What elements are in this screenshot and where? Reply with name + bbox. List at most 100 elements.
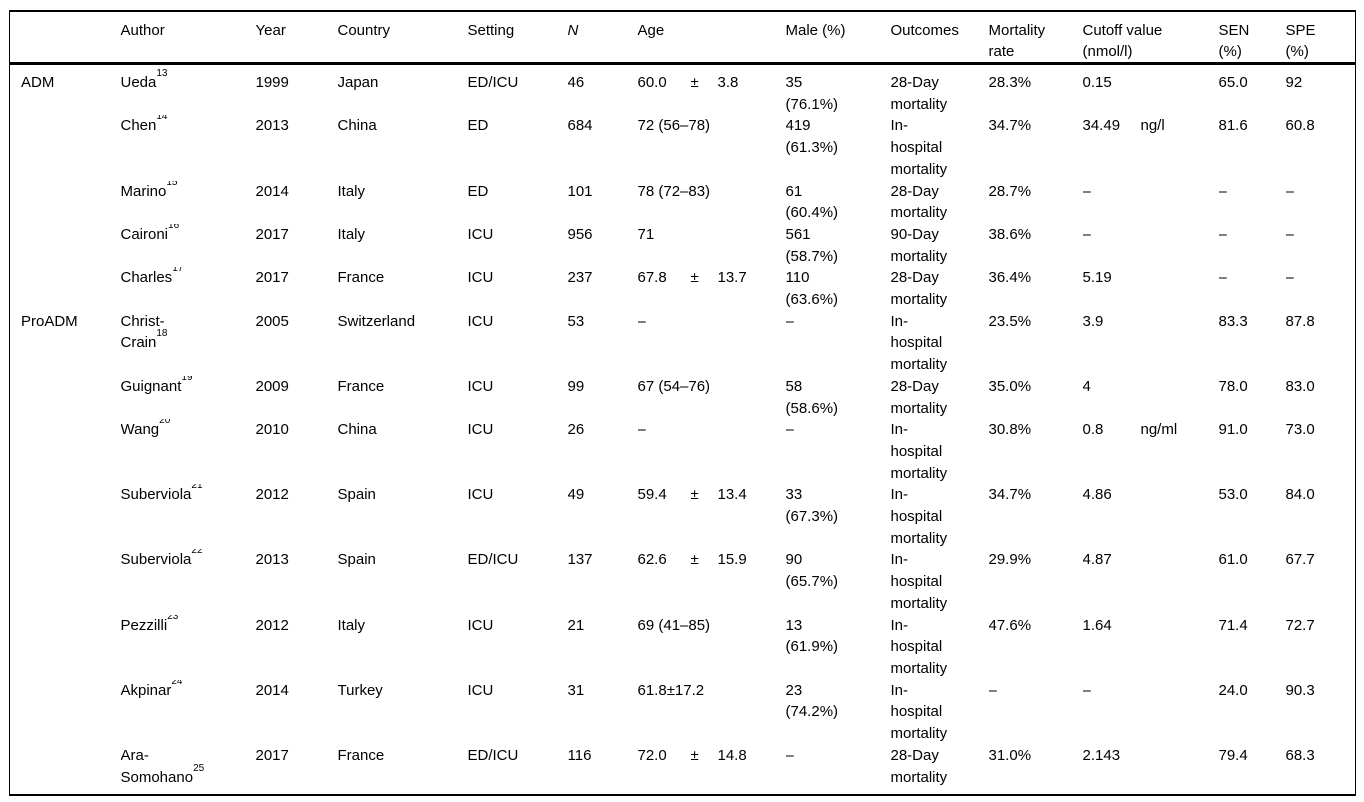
cell-year: 2012 — [255, 486, 289, 504]
cell-cutoff: 5.19 — [1082, 269, 1112, 287]
cell-cutoff: – — [1082, 681, 1091, 699]
cell-sen: 79.4 — [1218, 746, 1248, 764]
column-header-year: Year — [255, 11, 338, 65]
cell-sen: 81.6 — [1218, 117, 1248, 135]
cell-male: 61 (60.4%) — [785, 182, 839, 222]
cell-outcomes: In- hospital mortality — [890, 312, 948, 374]
cell-setting: ICU — [467, 681, 494, 699]
cell-male: 110 (63.6%) — [785, 269, 839, 309]
citation-ref: 14 — [156, 115, 168, 123]
cell-country: China — [337, 421, 377, 439]
cell-age: 67 (54–76) — [637, 377, 711, 395]
table-row: Marino15 2014 Italy ED 101 78 (72–83) 61 (60.4… — [10, 181, 1356, 224]
group-label: ADM — [21, 74, 55, 91]
cell-country: Italy — [337, 616, 366, 634]
cell-mortality: 28.3% — [988, 74, 1032, 91]
group-label — [10, 419, 121, 484]
cell-country: Switzerland — [337, 312, 416, 330]
cell-sen: 53.0 — [1218, 486, 1248, 504]
cell-outcomes: 28-Day mortality — [890, 269, 948, 309]
cell-cutoff: – — [1082, 225, 1091, 243]
age-part: ± — [690, 269, 699, 287]
cell-age: 72 (56–78) — [637, 117, 711, 135]
age-part: 59.4 — [637, 486, 667, 504]
cell-mortality: 35.0% — [988, 377, 1032, 395]
cell-n: 956 — [567, 225, 593, 243]
cell-age: 72.0 ±14.8 — [638, 745, 786, 795]
cell-spe: 72.7 — [1285, 616, 1315, 634]
cell-year: 2009 — [255, 377, 289, 395]
group-label: ProADM — [21, 312, 78, 330]
table-row: Charles17 2017 France ICU 237 67.8 ±13.7 110 (6… — [10, 267, 1356, 310]
cutoff-part: ng/l — [1140, 117, 1165, 135]
cell-spe: 90.3 — [1285, 681, 1315, 699]
cell-mortality: 36.4% — [988, 269, 1032, 287]
cell-n: 99 — [567, 377, 585, 395]
cell-country: Spain — [337, 551, 376, 569]
cell-setting: ICU — [467, 616, 494, 634]
cell-sen: 71.4 — [1218, 616, 1248, 634]
cell-country: Japan — [337, 74, 379, 91]
studies-table: Author Year Country Setting N Age Male (%) Outc… — [9, 10, 1356, 797]
group-label — [10, 484, 121, 549]
cell-author: Chen14 — [121, 115, 256, 180]
cell-age: 69 (41–85) — [637, 616, 711, 634]
cell-spe: 84.0 — [1285, 486, 1315, 504]
cell-setting: ICU — [467, 269, 494, 287]
table-row: Akpinar24 2014 Turkey ICU 31 61.8±17.2 23 (74.… — [10, 680, 1356, 745]
cell-outcomes: In- hospital mortality — [890, 421, 948, 482]
cell-author: Guignant19 — [121, 376, 256, 419]
cell-n: 49 — [567, 486, 585, 504]
cell-n: 26 — [567, 421, 585, 439]
age-part: ± — [690, 486, 699, 504]
cell-mortality: 23.5% — [988, 312, 1032, 330]
cell-n: 116 — [567, 746, 592, 764]
age-part: ± — [690, 551, 699, 569]
column-header-spe: SPE (%) — [1285, 11, 1356, 65]
cell-outcomes: In- hospital mortality — [890, 117, 948, 178]
cell-mortality: 29.9% — [988, 551, 1032, 569]
cell-sen: – — [1218, 182, 1227, 200]
cell-outcomes: In- hospital mortality — [890, 616, 948, 677]
cell-country: China — [337, 117, 377, 135]
cell-mortality: 31.0% — [988, 746, 1032, 764]
author-name: Suberviola — [120, 486, 192, 504]
cell-cutoff: – — [1082, 182, 1091, 200]
cell-spe: – — [1285, 269, 1294, 287]
author-name: Pezzilli — [120, 616, 168, 634]
cell-age: 78 (72–83) — [637, 182, 711, 200]
cell-author: Pezzilli23 — [121, 615, 256, 680]
cell-country: Italy — [337, 182, 366, 200]
cell-cutoff: 2.143 — [1082, 746, 1121, 764]
cell-male: – — [785, 746, 794, 764]
table-row: Guignant19 2009 France ICU 99 67 (54–76) 58 (5… — [10, 376, 1356, 419]
cutoff-part: 34.49 — [1082, 117, 1121, 135]
author-name: Christ- Crain — [120, 312, 165, 352]
author-name: Charles — [120, 269, 173, 287]
group-label — [10, 224, 121, 267]
table-row: Wang20 2010 China ICU 26– – In- hospital morta… — [10, 419, 1356, 484]
cell-cutoff: 0.15 — [1082, 74, 1112, 91]
header-row: Author Year Country Setting N Age Male (%) Outc… — [9, 11, 1356, 65]
group-label — [10, 745, 121, 795]
cell-sen: 61.0 — [1218, 551, 1248, 569]
cell-mortality: 30.8% — [988, 421, 1032, 439]
age-part: 3.8 — [717, 74, 739, 91]
cell-n: 137 — [567, 551, 593, 569]
cell-n: 21 — [567, 616, 585, 634]
column-header-male: Male (%) — [785, 11, 891, 65]
author-name: Ara- Somohano — [120, 746, 194, 786]
cutoff-part: 0.8 — [1082, 421, 1104, 439]
cell-mortality: 28.7% — [988, 182, 1032, 200]
cell-cutoff: 4.87 — [1082, 551, 1112, 569]
cell-mortality: 38.6% — [988, 225, 1032, 243]
age-part: ± — [690, 746, 699, 764]
column-header-n: N — [567, 11, 638, 65]
column-header-age: Age — [637, 11, 786, 65]
column-header-cutoff: Cutoff value (nmol/l) — [1082, 11, 1219, 65]
cell-sen: – — [1218, 269, 1227, 287]
cell-male: 35 (76.1%) — [785, 74, 839, 113]
cell-spe: 67.7 — [1285, 551, 1315, 569]
cell-n: 101 — [567, 182, 593, 200]
